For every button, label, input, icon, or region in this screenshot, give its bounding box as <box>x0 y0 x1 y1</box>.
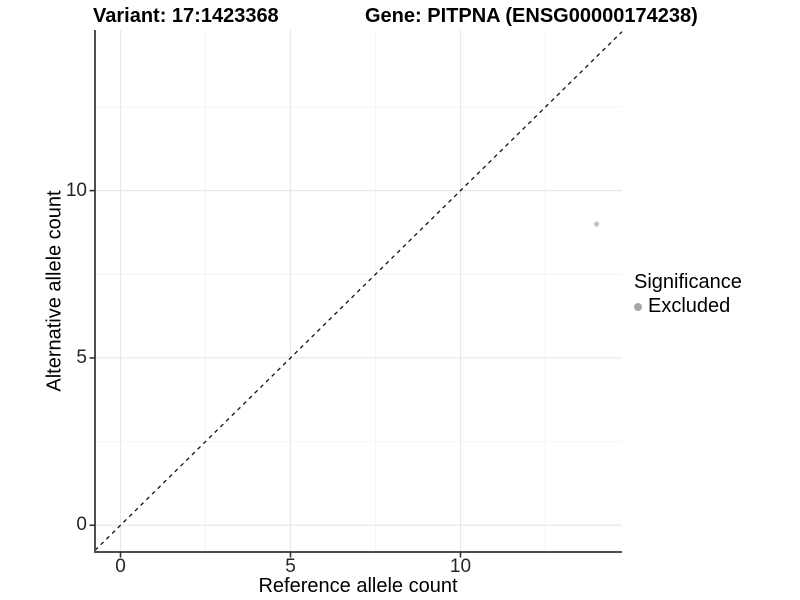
legend-entry-excluded: Excluded <box>634 295 742 318</box>
y-tick-label: 10 <box>65 179 87 201</box>
x-tick-label: 0 <box>115 556 126 577</box>
legend-entry-label: Excluded <box>648 295 731 317</box>
legend-point-icon <box>634 302 642 311</box>
plot-panel <box>89 30 623 558</box>
identity-line <box>94 31 623 551</box>
y-tick-label: 5 <box>76 346 87 368</box>
legend-title: Significance <box>634 271 742 293</box>
y-tick-label: 0 <box>76 514 87 536</box>
x-axis-title: Reference allele count <box>258 575 458 597</box>
x-tick-label: 10 <box>449 556 472 577</box>
variant-title: Variant: 17:1423368 <box>93 5 279 27</box>
data-point <box>593 221 600 227</box>
gene-title: Gene: PITPNA (ENSG00000174238) <box>365 5 698 27</box>
x-tick-label: 5 <box>285 556 296 577</box>
legend: Significance Excluded <box>634 271 742 318</box>
